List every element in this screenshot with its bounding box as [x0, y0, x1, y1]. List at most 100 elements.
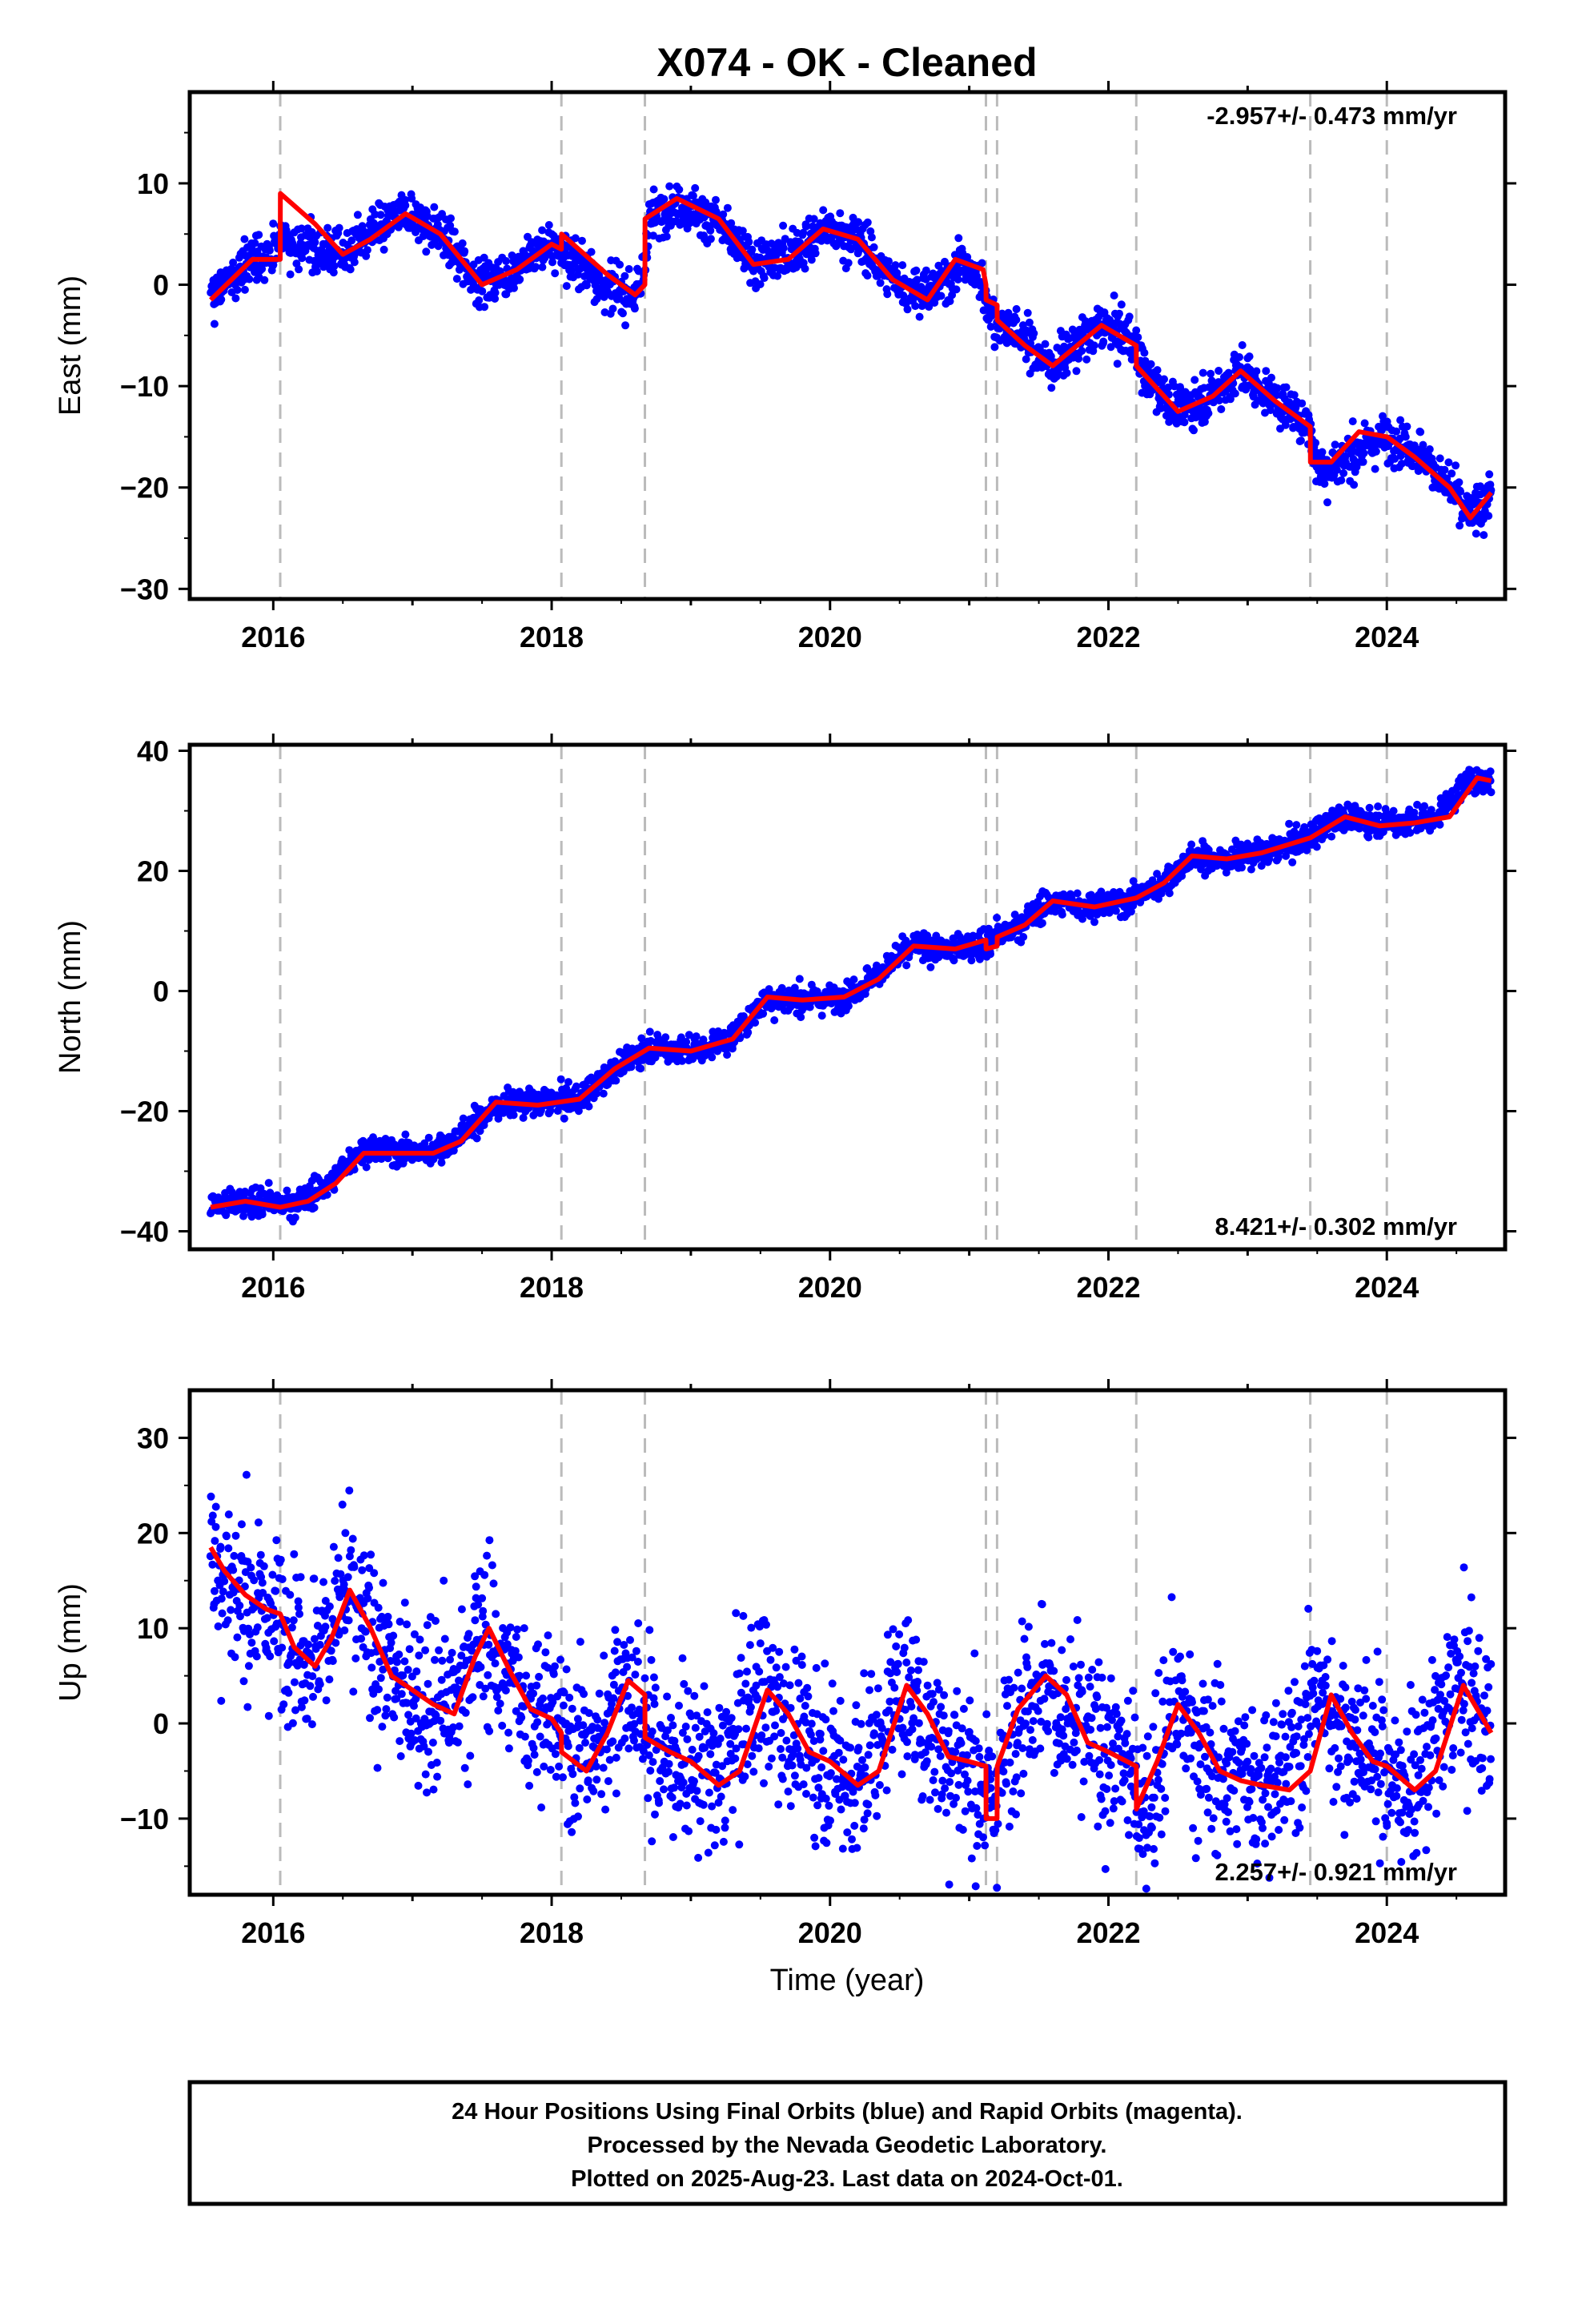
position-point [770, 1016, 779, 1024]
position-point [1480, 531, 1488, 540]
position-point [220, 1577, 229, 1586]
position-point [777, 983, 786, 992]
position-point [346, 265, 355, 274]
position-point [779, 243, 788, 252]
position-point [756, 280, 765, 288]
position-point [265, 246, 274, 255]
position-point [538, 263, 547, 271]
position-point [562, 1084, 571, 1092]
position-point [376, 211, 385, 219]
position-point [430, 203, 439, 211]
position-point [797, 1013, 805, 1022]
position-point [1298, 399, 1307, 408]
position-point [765, 985, 773, 994]
position-point [338, 1500, 347, 1509]
position-point [347, 236, 356, 245]
position-point [211, 1522, 220, 1531]
position-point [231, 1531, 240, 1540]
position-point [509, 1111, 518, 1120]
position-point [276, 1555, 285, 1564]
position-point [708, 1053, 717, 1062]
position-point [1247, 865, 1255, 874]
position-point [459, 1114, 468, 1123]
position-point [502, 257, 511, 265]
position-point [253, 1623, 262, 1632]
position-point [556, 1075, 565, 1084]
position-point [270, 1637, 279, 1646]
position-point [424, 1133, 433, 1142]
position-point [258, 1210, 267, 1219]
position-point [363, 246, 371, 255]
position-point [551, 269, 560, 278]
y-tick-label: 0 [153, 975, 169, 1008]
position-point [478, 287, 487, 296]
position-point [899, 292, 908, 300]
position-point [452, 275, 461, 283]
position-point [692, 1032, 701, 1041]
position-point [315, 1680, 324, 1689]
position-point [408, 194, 416, 203]
position-point [1238, 863, 1246, 872]
position-point [1455, 478, 1464, 487]
y-tick-label: 10 [137, 167, 169, 200]
y-tick-label: −30 [120, 573, 169, 605]
plot-frame [187, 90, 1508, 601]
position-point [1312, 842, 1321, 851]
position-point [759, 1009, 768, 1018]
position-point [279, 1700, 288, 1709]
position-point [240, 285, 249, 294]
position-point [986, 323, 995, 331]
position-point [258, 1578, 267, 1587]
position-point [306, 1682, 315, 1691]
position-point [1113, 360, 1122, 368]
position-point [836, 209, 845, 218]
position-point [866, 227, 875, 235]
position-point [651, 218, 660, 227]
x-tick-label: 2018 [520, 621, 584, 653]
position-point [883, 290, 892, 299]
position-point [817, 1011, 826, 1020]
position-point [259, 1562, 268, 1570]
position-point [283, 1186, 291, 1195]
position-point [849, 975, 858, 984]
position-point [773, 271, 782, 280]
position-point [948, 291, 957, 300]
position-point [691, 183, 700, 192]
position-point [1204, 846, 1213, 854]
position-point [1320, 831, 1329, 839]
position-point [285, 1659, 294, 1667]
position-point [297, 1703, 306, 1711]
position-point [926, 963, 935, 971]
position-point [207, 1518, 216, 1526]
position-point [1191, 376, 1199, 384]
position-point [1226, 395, 1235, 404]
position-point [237, 1520, 246, 1529]
position-point [544, 221, 553, 229]
position-point [239, 1677, 248, 1686]
position-point [311, 238, 319, 247]
position-point [662, 232, 671, 241]
position-point [223, 1532, 231, 1541]
x-tick-label: 2022 [1076, 1271, 1140, 1304]
position-point [689, 191, 697, 200]
position-point [334, 1554, 343, 1562]
position-point [288, 1719, 297, 1727]
position-point [230, 1551, 239, 1560]
position-point [222, 1211, 231, 1220]
y-tick-label: −40 [120, 1216, 169, 1248]
position-point [255, 231, 263, 239]
position-point [260, 275, 269, 284]
position-point [227, 1606, 235, 1614]
position-point [592, 1089, 601, 1098]
position-point [438, 210, 447, 219]
position-point [1365, 803, 1374, 812]
position-point [1350, 480, 1359, 489]
position-point [330, 262, 339, 271]
position-point [1348, 417, 1357, 426]
position-point [235, 1601, 244, 1610]
position-point [310, 1634, 319, 1643]
position-point [915, 312, 924, 321]
position-point [1235, 353, 1243, 361]
position-point [284, 1688, 293, 1697]
